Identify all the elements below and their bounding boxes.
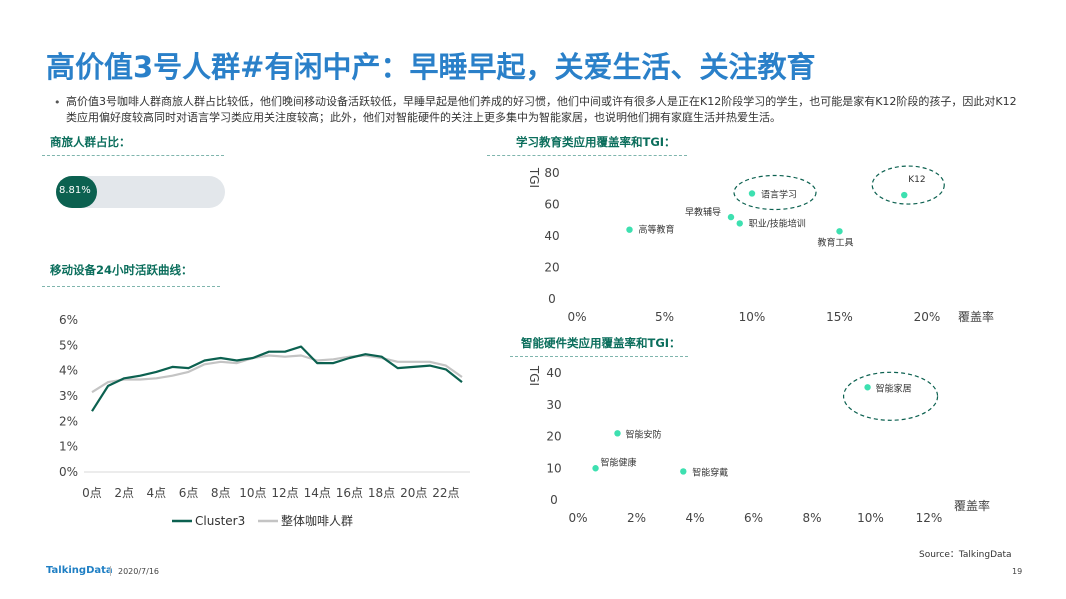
highlight-ellipse <box>733 174 817 211</box>
business-share-bar-fill <box>56 176 97 208</box>
y-tick-label: 40 <box>546 366 561 380</box>
x-tick-label: 14点 <box>304 486 331 500</box>
business-share-value: 8.81% <box>59 185 91 196</box>
y-tick-label: 20 <box>546 430 561 444</box>
data-point <box>592 465 599 472</box>
y-tick-label: 4% <box>59 364 78 378</box>
series-line-cluster3 <box>91 345 463 412</box>
y-tick-label: 0% <box>59 465 78 479</box>
summary-text: 高价值3号咖啡人群商旅人群占比较低，他们晚间移动设备活跃较低，早睡早起是他们养成… <box>66 95 1017 124</box>
page-title: 高价值3号人群#有闲中产：早睡早起，关爱生活、关注教育 <box>46 50 816 84</box>
page-number: 19 <box>1012 567 1023 576</box>
business-share-heading: 商旅人群占比： <box>50 135 131 149</box>
series-line-overall <box>91 354 463 394</box>
x-tick-label: 4点 <box>147 486 167 500</box>
y-tick-label: 30 <box>546 398 561 412</box>
data-point <box>614 430 621 437</box>
y-tick-label: 80 <box>544 166 559 180</box>
y-tick-label: 1% <box>59 440 78 454</box>
x-tick-label: 10% <box>739 310 766 324</box>
y-tick-label: 0 <box>548 292 556 306</box>
x-tick-label: 2% <box>627 511 646 525</box>
talkingdata-logo: TalkingData <box>46 565 113 576</box>
x-tick-label: 4% <box>685 511 704 525</box>
divider <box>487 155 687 156</box>
data-point <box>626 226 633 233</box>
x-tick-label: 22点 <box>432 486 459 500</box>
data-point <box>680 468 687 475</box>
x-tick-label: 10点 <box>239 486 266 500</box>
data-point <box>836 228 843 235</box>
x-tick-label: 20% <box>914 310 941 324</box>
smart-hardware-heading: 智能硬件类应用覆盖率和TGI： <box>521 336 681 350</box>
point-label: 语言学习 <box>761 188 797 200</box>
data-point <box>864 384 871 391</box>
x-axis-title: 覆盖率 <box>954 498 990 513</box>
point-label: 早教辅导 <box>685 206 721 218</box>
x-tick-label: 2点 <box>114 486 134 500</box>
y-tick-label: 2% <box>59 414 78 428</box>
x-tick-label: 8% <box>802 511 821 525</box>
data-point <box>901 191 908 199</box>
y-tick-label: 20 <box>544 261 559 275</box>
y-tick-label: 60 <box>544 198 559 212</box>
x-tick-label: 0% <box>568 511 587 525</box>
point-label: 职业/技能培训 <box>749 217 806 229</box>
data-point <box>736 220 743 227</box>
point-label: 智能健康 <box>601 456 637 468</box>
y-tick-label: 5% <box>59 338 78 352</box>
education-scatter-chart: 0 20 40 60 80 0% 5% 10% 15% 20% TGI 覆盖率 高等教育早教辅导职业/技… <box>527 165 994 324</box>
x-tick-label: 12% <box>916 511 943 525</box>
divider <box>510 356 688 357</box>
y-tick-label: 3% <box>59 389 78 403</box>
y-tick-label: 6% <box>59 313 78 327</box>
highlight-ellipse <box>871 165 945 205</box>
y-axis-title: TGI <box>527 167 541 188</box>
point-label: 智能穿戴 <box>692 466 728 478</box>
point-label: 高等教育 <box>639 224 675 236</box>
divider <box>42 155 224 156</box>
x-tick-label: 0点 <box>82 486 102 500</box>
y-axis-title: TGI <box>527 365 541 386</box>
y-tick-label: 10 <box>546 461 561 475</box>
x-tick-label: 6点 <box>179 486 199 500</box>
x-tick-label: 15% <box>826 310 853 324</box>
x-tick-label: 16点 <box>336 486 363 500</box>
x-tick-label: 5% <box>655 310 674 324</box>
point-label: 教育工具 <box>818 236 854 248</box>
footer-date: 2020/7/16 <box>118 567 160 576</box>
highlight-ellipse <box>842 371 939 421</box>
y-tick-label: 0 <box>550 493 558 507</box>
data-point <box>727 213 735 221</box>
x-tick-label: 6% <box>744 511 763 525</box>
activity-line-chart: 0% 1% 2% 3% 4% 5% 6% 0点 2点 4点 6点 8点 10点 12点 14点 16点 18点 2… <box>59 313 470 528</box>
footer-separator <box>110 566 111 576</box>
legend-label: 整体咖啡人群 <box>281 513 353 528</box>
divider <box>42 286 220 287</box>
education-apps-heading: 学习教育类应用覆盖率和TGI： <box>516 135 676 149</box>
x-tick-label: 18点 <box>368 486 395 500</box>
activity-curve-heading: 移动设备24小时活跃曲线： <box>50 263 193 277</box>
x-tick-label: 10% <box>857 511 884 525</box>
point-label: 智能安防 <box>625 428 661 440</box>
x-tick-label: 8点 <box>211 486 231 500</box>
point-label: 智能家居 <box>876 382 912 394</box>
data-point <box>748 190 756 197</box>
x-axis-title: 覆盖率 <box>958 309 994 324</box>
legend-label: Cluster3 <box>195 514 245 528</box>
source-note: Source：TalkingData <box>919 550 1012 560</box>
point-label: K12 <box>908 175 925 185</box>
x-tick-label: 0% <box>567 310 586 324</box>
y-tick-label: 40 <box>544 229 559 243</box>
x-tick-label: 20点 <box>400 486 427 500</box>
bullet-marker: • <box>54 96 61 109</box>
x-tick-label: 12点 <box>271 486 298 500</box>
